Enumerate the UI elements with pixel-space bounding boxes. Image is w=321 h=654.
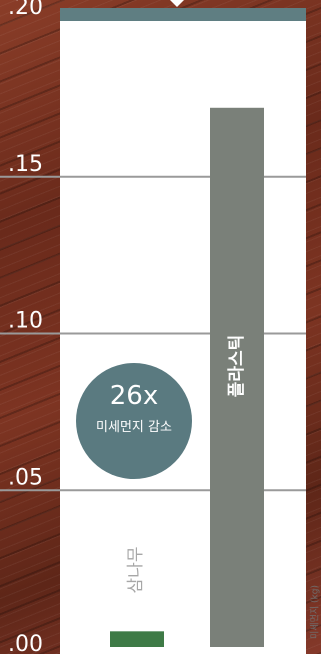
annotation-multiplier: 26x: [110, 381, 158, 411]
bar: [210, 107, 264, 647]
plot-area: [60, 8, 306, 654]
top-notch-icon: [170, 0, 184, 7]
y-tick-label: .15: [8, 152, 43, 177]
y-tick-label: .10: [8, 309, 43, 334]
y-tick-label: .05: [8, 465, 43, 490]
top-band: [60, 8, 306, 21]
bar-label-plastic: 플라스틱: [227, 335, 247, 398]
y-tick-label: .00: [8, 632, 43, 654]
annotation-circle: [76, 363, 192, 479]
bar: [110, 631, 164, 647]
y-axis-label: 미세먼지 (kg): [310, 585, 321, 639]
y-tick-label: .20: [8, 0, 43, 20]
annotation-bubble: 26x 미세먼지 감소: [76, 363, 192, 479]
y-axis-ticks: .00 .05 .10 .15 .20: [8, 0, 43, 654]
bar-label-cedar: 삼나무: [126, 547, 146, 594]
bars: [110, 107, 264, 647]
annotation-caption: 미세먼지 감소: [96, 420, 172, 435]
